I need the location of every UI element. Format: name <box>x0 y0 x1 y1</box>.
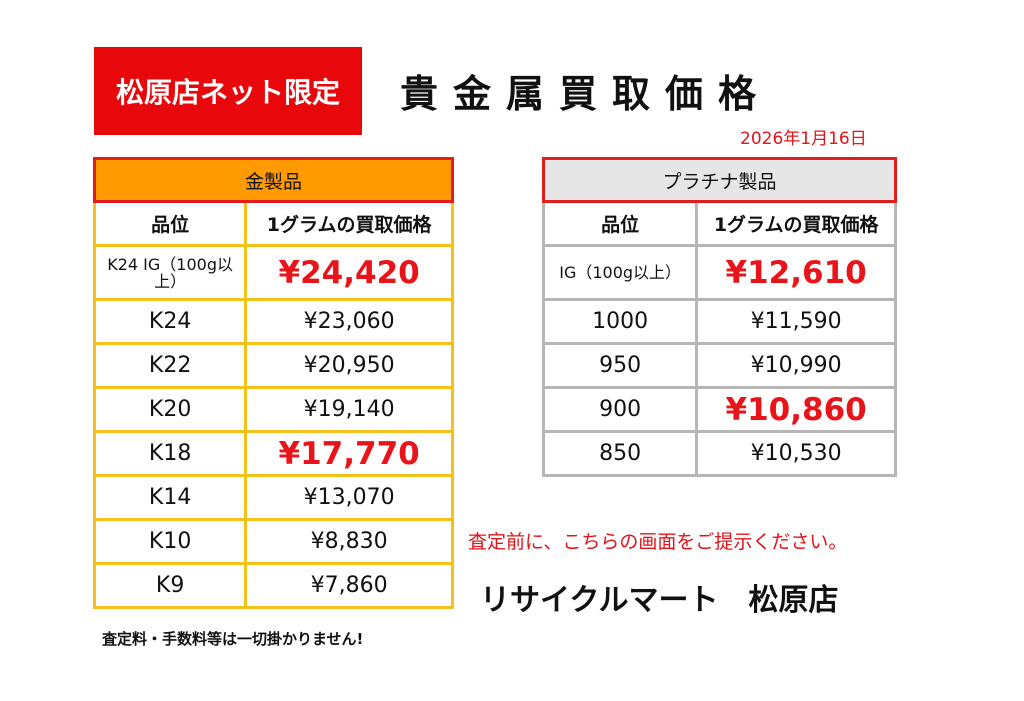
gold-price-cell-highlight: ¥17,770 <box>244 430 454 477</box>
gold-grade-cell: K22 <box>92 342 248 389</box>
platinum-grade-cell: IG（100g以上） <box>541 244 699 301</box>
gold-grade-cell: K9 <box>92 562 248 609</box>
gold-price-table: 金製品 品位 1グラムの買取価格 K24 IG（100g以上） ¥24,420 … <box>92 157 454 609</box>
table-row: K20 ¥19,140 <box>92 386 454 433</box>
gold-price-cell: ¥23,060 <box>244 298 454 345</box>
platinum-price-cell: ¥11,590 <box>695 298 897 345</box>
platinum-price-header: 1グラムの買取価格 <box>695 200 897 247</box>
table-row: 1000 ¥11,590 <box>541 298 897 345</box>
platinum-price-table: プラチナ製品 品位 1グラムの買取価格 IG（100g以上） ¥12,610 1… <box>541 157 897 477</box>
table-row: K9 ¥7,860 <box>92 562 454 609</box>
gold-grade-cell: K10 <box>92 518 248 565</box>
gold-grade-cell: K24 <box>92 298 248 345</box>
store-name: リサイクルマート 松原店 <box>480 583 839 618</box>
gold-price-cell: ¥20,950 <box>244 342 454 389</box>
platinum-price-cell: ¥10,990 <box>695 342 897 389</box>
table-row: K10 ¥8,830 <box>92 518 454 565</box>
store-limited-badge: 松原店ネット限定 <box>94 47 362 135</box>
platinum-price-cell-highlight: ¥10,860 <box>695 386 897 433</box>
table-row: K24 IG（100g以上） ¥24,420 <box>92 244 454 301</box>
gold-grade-cell: K18 <box>92 430 248 477</box>
gold-price-cell: ¥8,830 <box>244 518 454 565</box>
page-title: 貴金属買取価格 <box>400 71 772 116</box>
no-fee-footnote: 査定料・手数料等は一切掛かりません! <box>102 630 364 648</box>
gold-grade-header: 品位 <box>92 200 248 247</box>
table-row: 900 ¥10,860 <box>541 386 897 433</box>
platinum-grade-cell: 1000 <box>541 298 699 345</box>
gold-price-cell-highlight: ¥24,420 <box>244 244 454 301</box>
platinum-price-cell: ¥10,530 <box>695 430 897 477</box>
gold-price-cell: ¥13,070 <box>244 474 454 521</box>
table-row: K14 ¥13,070 <box>92 474 454 521</box>
platinum-price-cell-highlight: ¥12,610 <box>695 244 897 301</box>
gold-price-header: 1グラムの買取価格 <box>244 200 454 247</box>
gold-table-title: 金製品 <box>93 157 454 203</box>
gold-grade-cell: K14 <box>92 474 248 521</box>
gold-grade-cell: K20 <box>92 386 248 433</box>
table-row: K18 ¥17,770 <box>92 430 454 477</box>
table-row: K22 ¥20,950 <box>92 342 454 389</box>
platinum-grade-cell: 900 <box>541 386 699 433</box>
present-screen-notice: 査定前に、こちらの画面をご提示ください。 <box>468 531 848 553</box>
gold-price-cell: ¥7,860 <box>244 562 454 609</box>
platinum-grade-cell: 850 <box>541 430 699 477</box>
table-row: 950 ¥10,990 <box>541 342 897 389</box>
gold-price-cell: ¥19,140 <box>244 386 454 433</box>
platinum-grade-header: 品位 <box>541 200 699 247</box>
price-date: 2026年1月16日 <box>740 129 867 149</box>
table-row: K24 ¥23,060 <box>92 298 454 345</box>
platinum-grade-cell: 950 <box>541 342 699 389</box>
gold-grade-cell: K24 IG（100g以上） <box>92 244 248 301</box>
platinum-table-title: プラチナ製品 <box>542 157 897 203</box>
table-row: 850 ¥10,530 <box>541 430 897 477</box>
table-row: IG（100g以上） ¥12,610 <box>541 244 897 301</box>
